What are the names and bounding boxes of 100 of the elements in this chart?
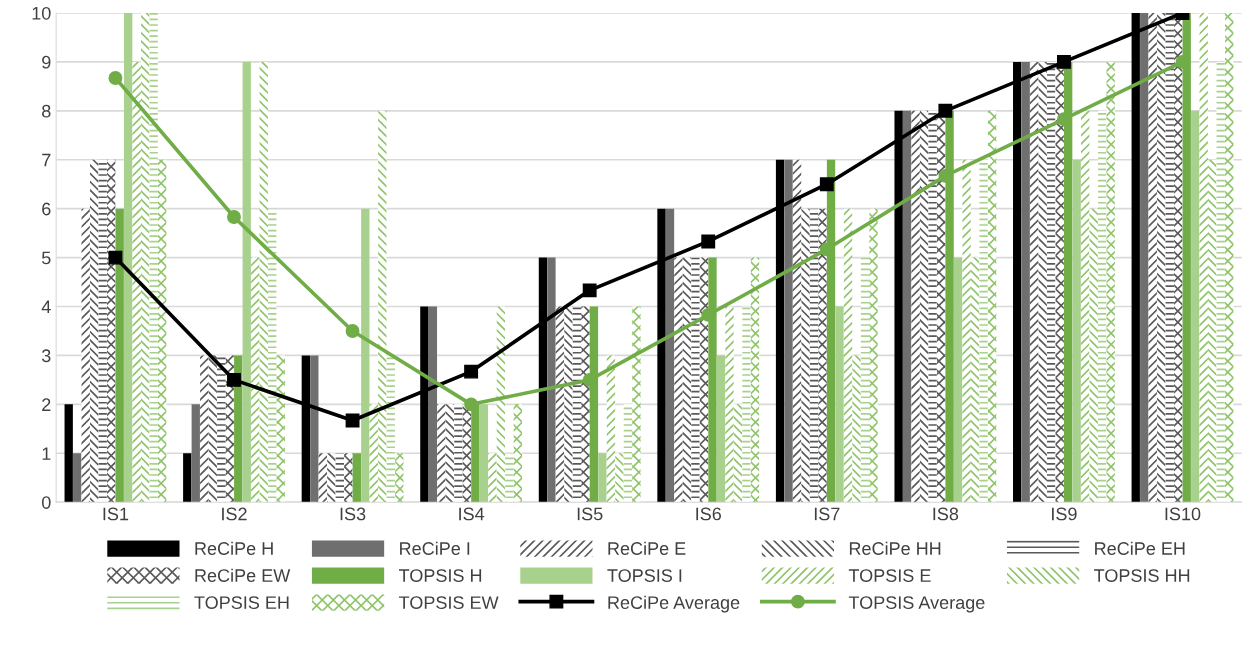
bar xyxy=(818,208,827,503)
legend-label: TOPSIS E xyxy=(848,569,931,582)
bar xyxy=(716,355,726,503)
point xyxy=(819,177,834,192)
bar xyxy=(1106,61,1115,503)
bar xyxy=(572,306,582,503)
x-tick-label: IS6 xyxy=(696,507,721,521)
y-tick-label: 9 xyxy=(42,55,51,69)
bar xyxy=(141,12,150,503)
bar xyxy=(733,404,743,503)
legend-label: TOPSIS H xyxy=(399,569,482,582)
bar xyxy=(1021,61,1030,503)
point xyxy=(227,372,241,387)
bar xyxy=(488,453,497,503)
bar xyxy=(691,257,700,503)
y-tick-label: 5 xyxy=(41,251,51,265)
x-tick-label: IS3 xyxy=(340,507,366,521)
bar xyxy=(107,159,116,503)
bar xyxy=(555,306,565,503)
y-tick-label: 10 xyxy=(32,6,51,20)
bar xyxy=(1097,110,1107,503)
x-tick-label: IS10 xyxy=(1165,507,1201,521)
bar xyxy=(1055,61,1064,503)
bar xyxy=(1208,159,1217,503)
bar xyxy=(1174,12,1183,503)
legend-label: TOPSIS HH xyxy=(1094,569,1190,582)
bar xyxy=(276,355,285,503)
bar xyxy=(428,306,438,503)
bar xyxy=(987,110,997,503)
bar xyxy=(919,110,929,503)
bar xyxy=(623,404,633,503)
bar xyxy=(860,257,870,503)
bar xyxy=(81,208,90,503)
bar xyxy=(979,159,988,503)
bar xyxy=(251,257,260,503)
bar xyxy=(632,306,641,503)
x-tick-label: IS8 xyxy=(933,507,959,521)
bar xyxy=(335,453,344,503)
bar xyxy=(479,404,489,503)
x-tick-label: IS2 xyxy=(222,507,247,521)
legend-label: ReCiPe Average xyxy=(608,595,740,613)
bar xyxy=(1199,12,1208,503)
y-tick-label: 4 xyxy=(41,300,51,314)
bar xyxy=(547,257,556,503)
bar xyxy=(327,453,336,503)
bar xyxy=(1038,61,1047,503)
bar xyxy=(869,208,878,503)
legend-label: TOPSIS I xyxy=(607,569,682,582)
bar xyxy=(1191,110,1200,503)
bar xyxy=(445,404,455,503)
point xyxy=(1056,54,1071,69)
bar xyxy=(191,404,200,503)
bar xyxy=(801,208,810,503)
bar xyxy=(1081,110,1090,503)
bar xyxy=(1072,159,1081,503)
point xyxy=(582,283,597,298)
bar xyxy=(564,306,573,503)
x-tick-label: IS4 xyxy=(459,507,485,521)
bar xyxy=(1148,12,1157,503)
bar xyxy=(73,453,82,503)
legend-label: TOPSIS EH xyxy=(194,596,289,609)
bar xyxy=(1089,208,1098,503)
legend-label: ReCiPe I xyxy=(400,541,470,555)
x-tick-label: IS7 xyxy=(814,507,840,521)
bar xyxy=(64,404,73,503)
y-tick-label: 3 xyxy=(41,349,51,363)
bar xyxy=(809,208,819,503)
bar xyxy=(513,404,523,503)
y-tick-label: 8 xyxy=(42,104,51,118)
bar xyxy=(217,355,226,503)
x-tick-label: IS9 xyxy=(1052,507,1077,521)
bar xyxy=(158,159,167,503)
bar xyxy=(437,404,446,503)
bar xyxy=(132,61,141,503)
bar xyxy=(378,110,387,503)
bar xyxy=(454,404,463,503)
bar xyxy=(90,159,99,503)
bar xyxy=(725,306,734,503)
bar xyxy=(505,453,514,503)
bar xyxy=(606,355,616,503)
bar xyxy=(1140,12,1149,503)
legend-label: ReCiPe EW xyxy=(195,568,291,582)
bar xyxy=(124,12,133,503)
point xyxy=(108,250,123,265)
bar xyxy=(200,355,209,503)
bar xyxy=(902,110,912,503)
bar xyxy=(953,257,963,503)
point xyxy=(938,103,953,118)
bar xyxy=(98,159,107,503)
bar xyxy=(665,208,675,503)
bar xyxy=(792,159,802,503)
y-tick-label: 0 xyxy=(41,496,51,509)
bar xyxy=(318,453,327,503)
point xyxy=(464,364,479,379)
bar xyxy=(361,208,370,503)
bar xyxy=(1030,61,1039,503)
bar xyxy=(242,61,251,503)
bar xyxy=(682,257,692,503)
bar xyxy=(911,110,920,503)
bar xyxy=(835,306,844,503)
